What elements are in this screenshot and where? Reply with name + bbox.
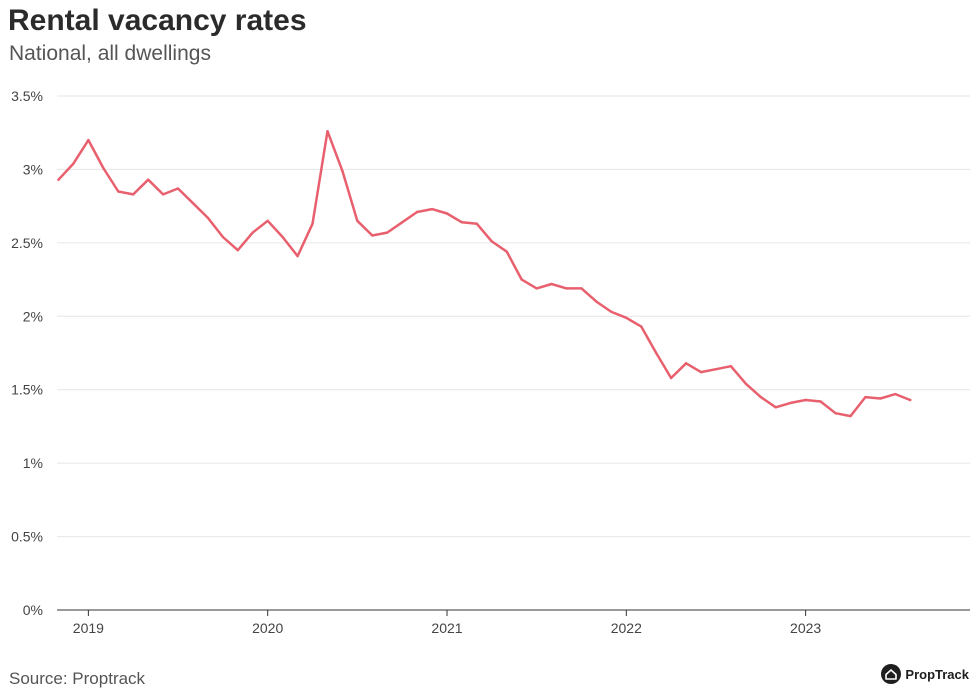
data-point bbox=[176, 187, 180, 190]
data-point bbox=[206, 216, 210, 220]
data-point bbox=[430, 207, 434, 211]
data-point bbox=[490, 240, 493, 243]
data-point bbox=[729, 365, 733, 368]
x-tick-label: 2022 bbox=[611, 620, 642, 636]
data-point bbox=[460, 221, 464, 224]
y-tick-label: 0.5% bbox=[11, 529, 43, 545]
x-axis: 2019 2020 2021 2022 2023 bbox=[57, 609, 970, 636]
data-point bbox=[401, 221, 404, 224]
data-point bbox=[774, 406, 777, 409]
data-point bbox=[684, 362, 688, 365]
y-tick-label: 3% bbox=[23, 161, 43, 177]
data-point bbox=[625, 316, 628, 319]
x-tick-label: 2020 bbox=[252, 620, 283, 636]
data-point bbox=[251, 231, 254, 234]
data-point bbox=[909, 398, 912, 402]
y-tick-label: 3.5% bbox=[11, 88, 43, 104]
data-point bbox=[102, 166, 105, 170]
chart-subtitle: National, all dwellings bbox=[9, 42, 211, 65]
data-point bbox=[849, 414, 852, 418]
data-point bbox=[595, 300, 598, 303]
data-point bbox=[879, 397, 882, 400]
chart-title: Rental vacancy rates bbox=[8, 4, 307, 37]
y-tick-label: 1.5% bbox=[11, 382, 43, 398]
data-point bbox=[72, 162, 75, 165]
data-point bbox=[475, 222, 479, 225]
data-point bbox=[894, 392, 897, 396]
line-chart: 0% 0.5% 1% 1.5% 2% 2.5% 3% 3.5% 2019 2020 2021 202… bbox=[11, 88, 970, 636]
y-tick-label: 0% bbox=[23, 602, 43, 618]
data-point bbox=[132, 193, 135, 196]
data-point bbox=[640, 325, 643, 328]
source-note: Source: Proptrack bbox=[9, 669, 146, 688]
data-point bbox=[281, 235, 284, 239]
data-point bbox=[415, 210, 419, 214]
data-point bbox=[236, 249, 239, 252]
y-tick-label: 1% bbox=[23, 455, 43, 471]
data-point bbox=[221, 235, 225, 239]
data-point bbox=[371, 234, 374, 237]
y-tick-label: 2% bbox=[23, 308, 43, 324]
data-point bbox=[789, 401, 792, 405]
data-point bbox=[804, 398, 807, 402]
x-tick-label: 2023 bbox=[790, 620, 821, 636]
data-point bbox=[714, 368, 718, 371]
data-point bbox=[535, 287, 538, 290]
data-point bbox=[864, 395, 867, 399]
data-point bbox=[550, 282, 553, 286]
x-tick-label: 2021 bbox=[431, 620, 462, 636]
data-point bbox=[341, 169, 344, 173]
data-point bbox=[147, 178, 150, 181]
data-point bbox=[699, 370, 703, 374]
data-point bbox=[57, 178, 60, 181]
data-point bbox=[445, 212, 449, 215]
data-point bbox=[565, 287, 568, 290]
data-point bbox=[610, 310, 613, 314]
data-point bbox=[87, 138, 90, 142]
data-point bbox=[744, 382, 748, 385]
brand-name: PropTrack bbox=[905, 666, 969, 682]
data-point bbox=[296, 254, 299, 258]
x-tick-label: 2019 bbox=[73, 620, 104, 636]
data-point bbox=[759, 395, 762, 399]
brand: PropTrack bbox=[881, 664, 969, 684]
data-point bbox=[669, 376, 673, 380]
data-point bbox=[580, 287, 583, 290]
data-point bbox=[266, 219, 269, 222]
data-point bbox=[356, 219, 359, 222]
y-axis-tick-labels: 0% 0.5% 1% 1.5% 2% 2.5% 3% 3.5% bbox=[11, 88, 43, 618]
y-tick-label: 2.5% bbox=[11, 235, 43, 251]
data-point bbox=[386, 231, 389, 234]
data-point bbox=[117, 190, 120, 193]
data-point bbox=[834, 412, 837, 415]
data-point bbox=[819, 400, 822, 403]
house-logo-icon bbox=[881, 664, 902, 684]
data-point bbox=[311, 222, 314, 225]
data-point bbox=[520, 278, 523, 281]
data-point bbox=[161, 193, 165, 196]
data-point bbox=[326, 130, 329, 133]
series-layer bbox=[57, 129, 912, 418]
grid-lines bbox=[57, 95, 970, 538]
data-point bbox=[191, 202, 195, 205]
data-point bbox=[505, 250, 508, 253]
data-point bbox=[655, 351, 658, 355]
series-line bbox=[57, 129, 912, 418]
